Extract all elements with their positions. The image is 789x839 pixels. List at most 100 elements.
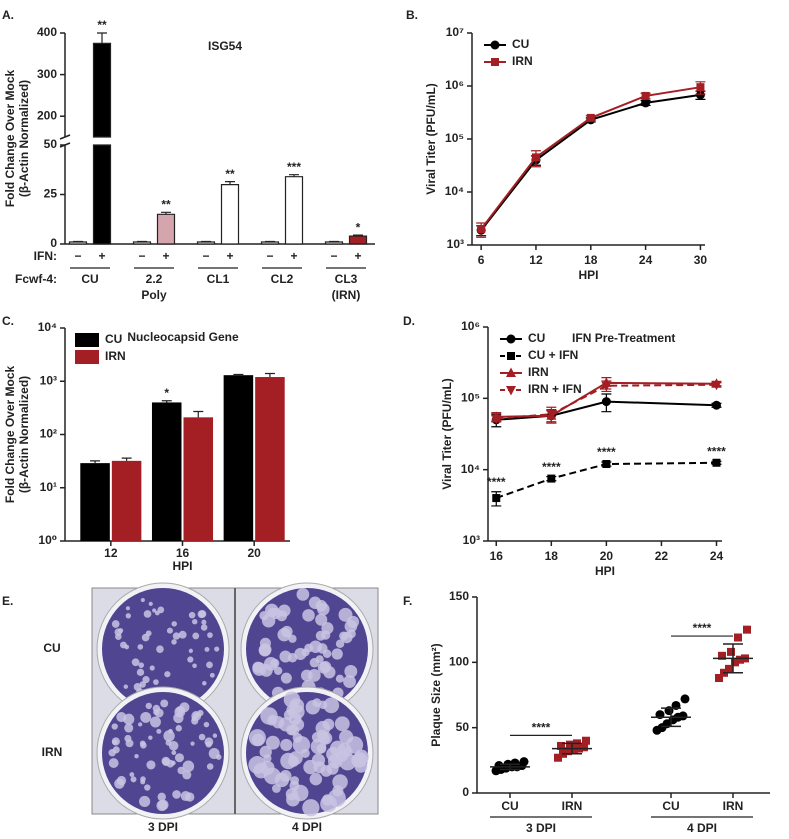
x-tick-label: +: [354, 249, 361, 263]
plaque: [139, 795, 151, 808]
significance: ****: [532, 721, 551, 735]
legend-label: IRN: [512, 54, 533, 68]
plaque: [288, 634, 297, 643]
panel-letter: E.: [2, 594, 13, 608]
plaque: [156, 728, 162, 734]
plaque: [188, 648, 193, 653]
significance: **: [97, 18, 107, 32]
plaque: [172, 790, 181, 799]
legend-marker: [506, 367, 516, 377]
plaque: [156, 800, 168, 812]
plaque: [124, 734, 132, 743]
plaque: [323, 666, 336, 679]
plaque: [133, 683, 142, 691]
series-line: [496, 400, 717, 421]
point: [736, 655, 744, 664]
group-label: CL2: [271, 272, 294, 286]
y-axis-label: (β-Actin Normalized): [17, 80, 31, 197]
point: [731, 658, 739, 667]
y-axis-label: Viral Titer (PFU/mL): [424, 83, 438, 195]
plaque: [305, 700, 320, 715]
plaque: [334, 716, 350, 732]
plaque: [124, 723, 134, 733]
plaque: [188, 611, 196, 619]
plaque: [150, 716, 161, 728]
error-bar: [233, 373, 244, 376]
significance: *: [356, 220, 361, 234]
plaque: [212, 733, 218, 738]
y-tick-label: 50: [456, 720, 470, 734]
plaque: [139, 740, 146, 747]
plaque: [130, 776, 137, 783]
error-bar: [264, 372, 275, 378]
y-tick-label: 200: [37, 108, 57, 122]
point: [566, 740, 574, 749]
plaque: [345, 736, 364, 754]
error-bar: [201, 240, 211, 243]
plaque: [202, 681, 207, 686]
plaque: [171, 621, 177, 627]
point: [678, 711, 688, 721]
x-tick-label: +: [226, 249, 233, 263]
error-bar: [289, 174, 299, 177]
plaque: [344, 620, 358, 633]
plaque: [175, 725, 182, 732]
y-tick-label: 150: [449, 589, 469, 603]
panel-letter: F.: [403, 594, 412, 608]
column-label: 4 DPI: [292, 820, 322, 834]
x-tick-label: 22: [655, 549, 669, 563]
bar: [284, 176, 304, 245]
y-tick-label: 0: [50, 236, 57, 250]
plaque: [205, 741, 212, 748]
y-tick-label: 400: [37, 25, 57, 39]
legend-label: CU: [512, 37, 529, 51]
plaque: [148, 601, 153, 606]
error-bar: [97, 32, 107, 44]
y-tick-label: 10⁰: [38, 533, 57, 547]
plaque: [322, 718, 335, 731]
plaque: [139, 681, 146, 688]
plaque: [182, 760, 195, 773]
panel-letter: B.: [406, 8, 418, 22]
x-tick-label: CU: [501, 799, 518, 813]
plaque: [125, 613, 131, 619]
plaque: [292, 736, 311, 754]
plaque: [120, 641, 127, 649]
plaque: [343, 675, 356, 689]
legend-marker: [507, 352, 515, 360]
plaque: [326, 747, 341, 762]
plaque: [291, 718, 305, 731]
x-tick-label: 20: [600, 549, 614, 563]
plaque: [112, 739, 118, 746]
sd-bar: [723, 643, 743, 674]
plaque: [265, 735, 280, 750]
plaque: [118, 628, 124, 634]
plaque: [129, 772, 135, 777]
point: [519, 757, 529, 767]
legend-label: IRN + IFN: [528, 382, 582, 396]
point: [715, 674, 723, 683]
plaque: [309, 657, 320, 668]
point: [743, 625, 751, 634]
plaque: [111, 723, 118, 730]
plaque: [331, 648, 343, 660]
point: [582, 736, 590, 745]
plaque: [320, 795, 338, 813]
x-tick-label: −: [330, 249, 337, 263]
bar: [324, 241, 344, 245]
y-tick-label: 10⁴: [38, 320, 57, 334]
plaque: [203, 721, 210, 728]
plaque: [141, 633, 150, 642]
bar: [220, 184, 240, 245]
plaque: [153, 679, 159, 685]
chart-title: IFN Pre-Treatment: [572, 331, 675, 345]
legend-marker: [506, 386, 516, 396]
plaque: [321, 630, 331, 640]
x-tick-label: −: [74, 249, 81, 263]
x-tick-label: IRN: [723, 799, 744, 813]
row-label: IRN: [42, 745, 63, 759]
plaque: [138, 722, 143, 727]
plaque: [290, 704, 305, 720]
error-bar: [225, 181, 235, 185]
